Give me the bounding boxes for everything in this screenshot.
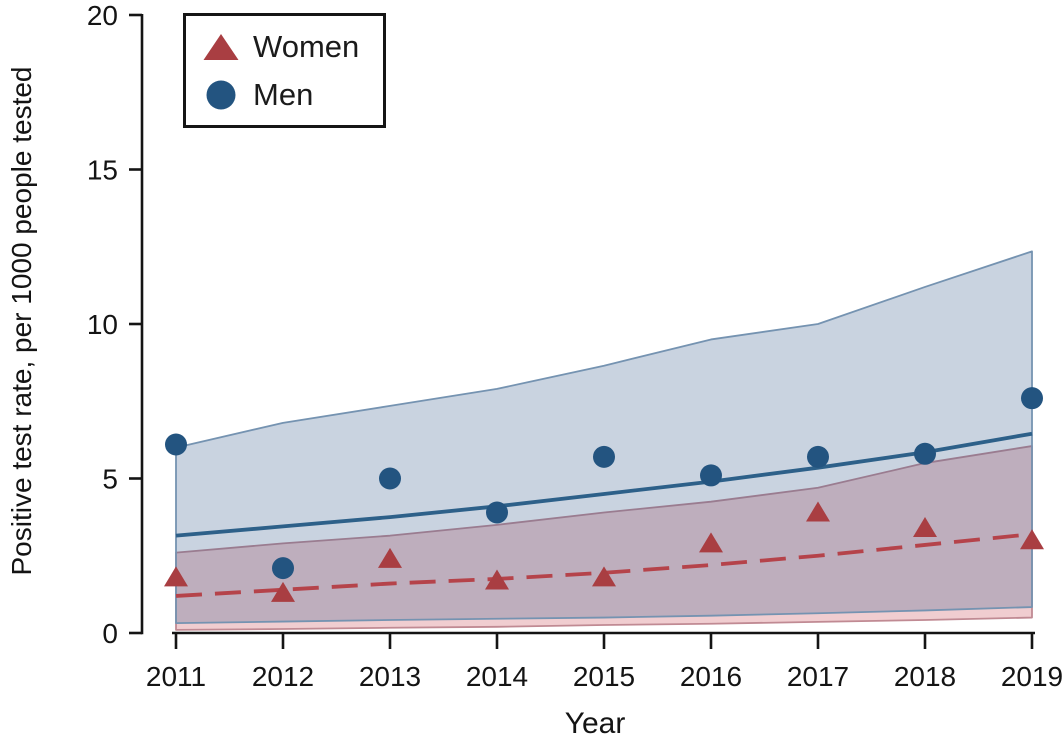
y-tick-label: 20 <box>87 0 118 31</box>
x-tick-label: 2014 <box>466 661 528 692</box>
y-tick-label: 10 <box>87 309 118 340</box>
men-fit-line <box>175 431 1033 538</box>
men-point-2013 <box>379 467 401 490</box>
women-point-2018 <box>913 516 937 537</box>
men-circle-icon <box>201 80 241 110</box>
y-tick-label: 5 <box>102 464 118 495</box>
x-tick-label: 2015 <box>573 661 635 692</box>
x-axis-title: Year <box>564 707 626 740</box>
women-triangle-icon <box>201 32 241 62</box>
legend-item-men: Men <box>201 77 383 113</box>
x-tick-label: 2016 <box>680 661 742 692</box>
y-axis-title: Positive test rate, per 1000 people test… <box>6 66 37 576</box>
x-tick-label: 2019 <box>1001 661 1063 692</box>
men-point-2012 <box>272 557 294 580</box>
men-point-2017 <box>807 445 829 468</box>
y-tick-label: 0 <box>102 618 118 649</box>
men-point-2016 <box>700 464 722 487</box>
women-point-2014 <box>485 569 509 590</box>
women-point-2015 <box>592 566 616 587</box>
women-point-2017 <box>806 501 830 522</box>
x-tick-label: 2018 <box>894 661 956 692</box>
men-point-2015 <box>593 445 615 468</box>
legend-label-women: Women <box>253 28 360 64</box>
men-point-2014 <box>486 501 508 524</box>
legend-item-women: Women <box>201 29 383 65</box>
x-tick-label: 2017 <box>787 661 849 692</box>
women-point-2019 <box>1020 529 1044 550</box>
legend-label-men: Men <box>253 76 314 112</box>
women-point-2011 <box>164 566 188 587</box>
x-tick-label: 2011 <box>146 661 206 692</box>
x-tick-label: 2013 <box>359 661 421 692</box>
women-point-2012 <box>271 581 295 602</box>
men-point-2019 <box>1021 387 1043 410</box>
women-point-2016 <box>699 532 723 553</box>
men-point-2011 <box>165 433 187 456</box>
legend: Women Men <box>183 13 386 128</box>
women-point-2013 <box>378 547 402 568</box>
x-tick-label: 2012 <box>252 661 314 692</box>
y-tick-label: 15 <box>87 155 118 186</box>
men-ci-band <box>175 250 1033 625</box>
men-point-2018 <box>914 442 936 465</box>
women-fit-line <box>175 532 1033 598</box>
